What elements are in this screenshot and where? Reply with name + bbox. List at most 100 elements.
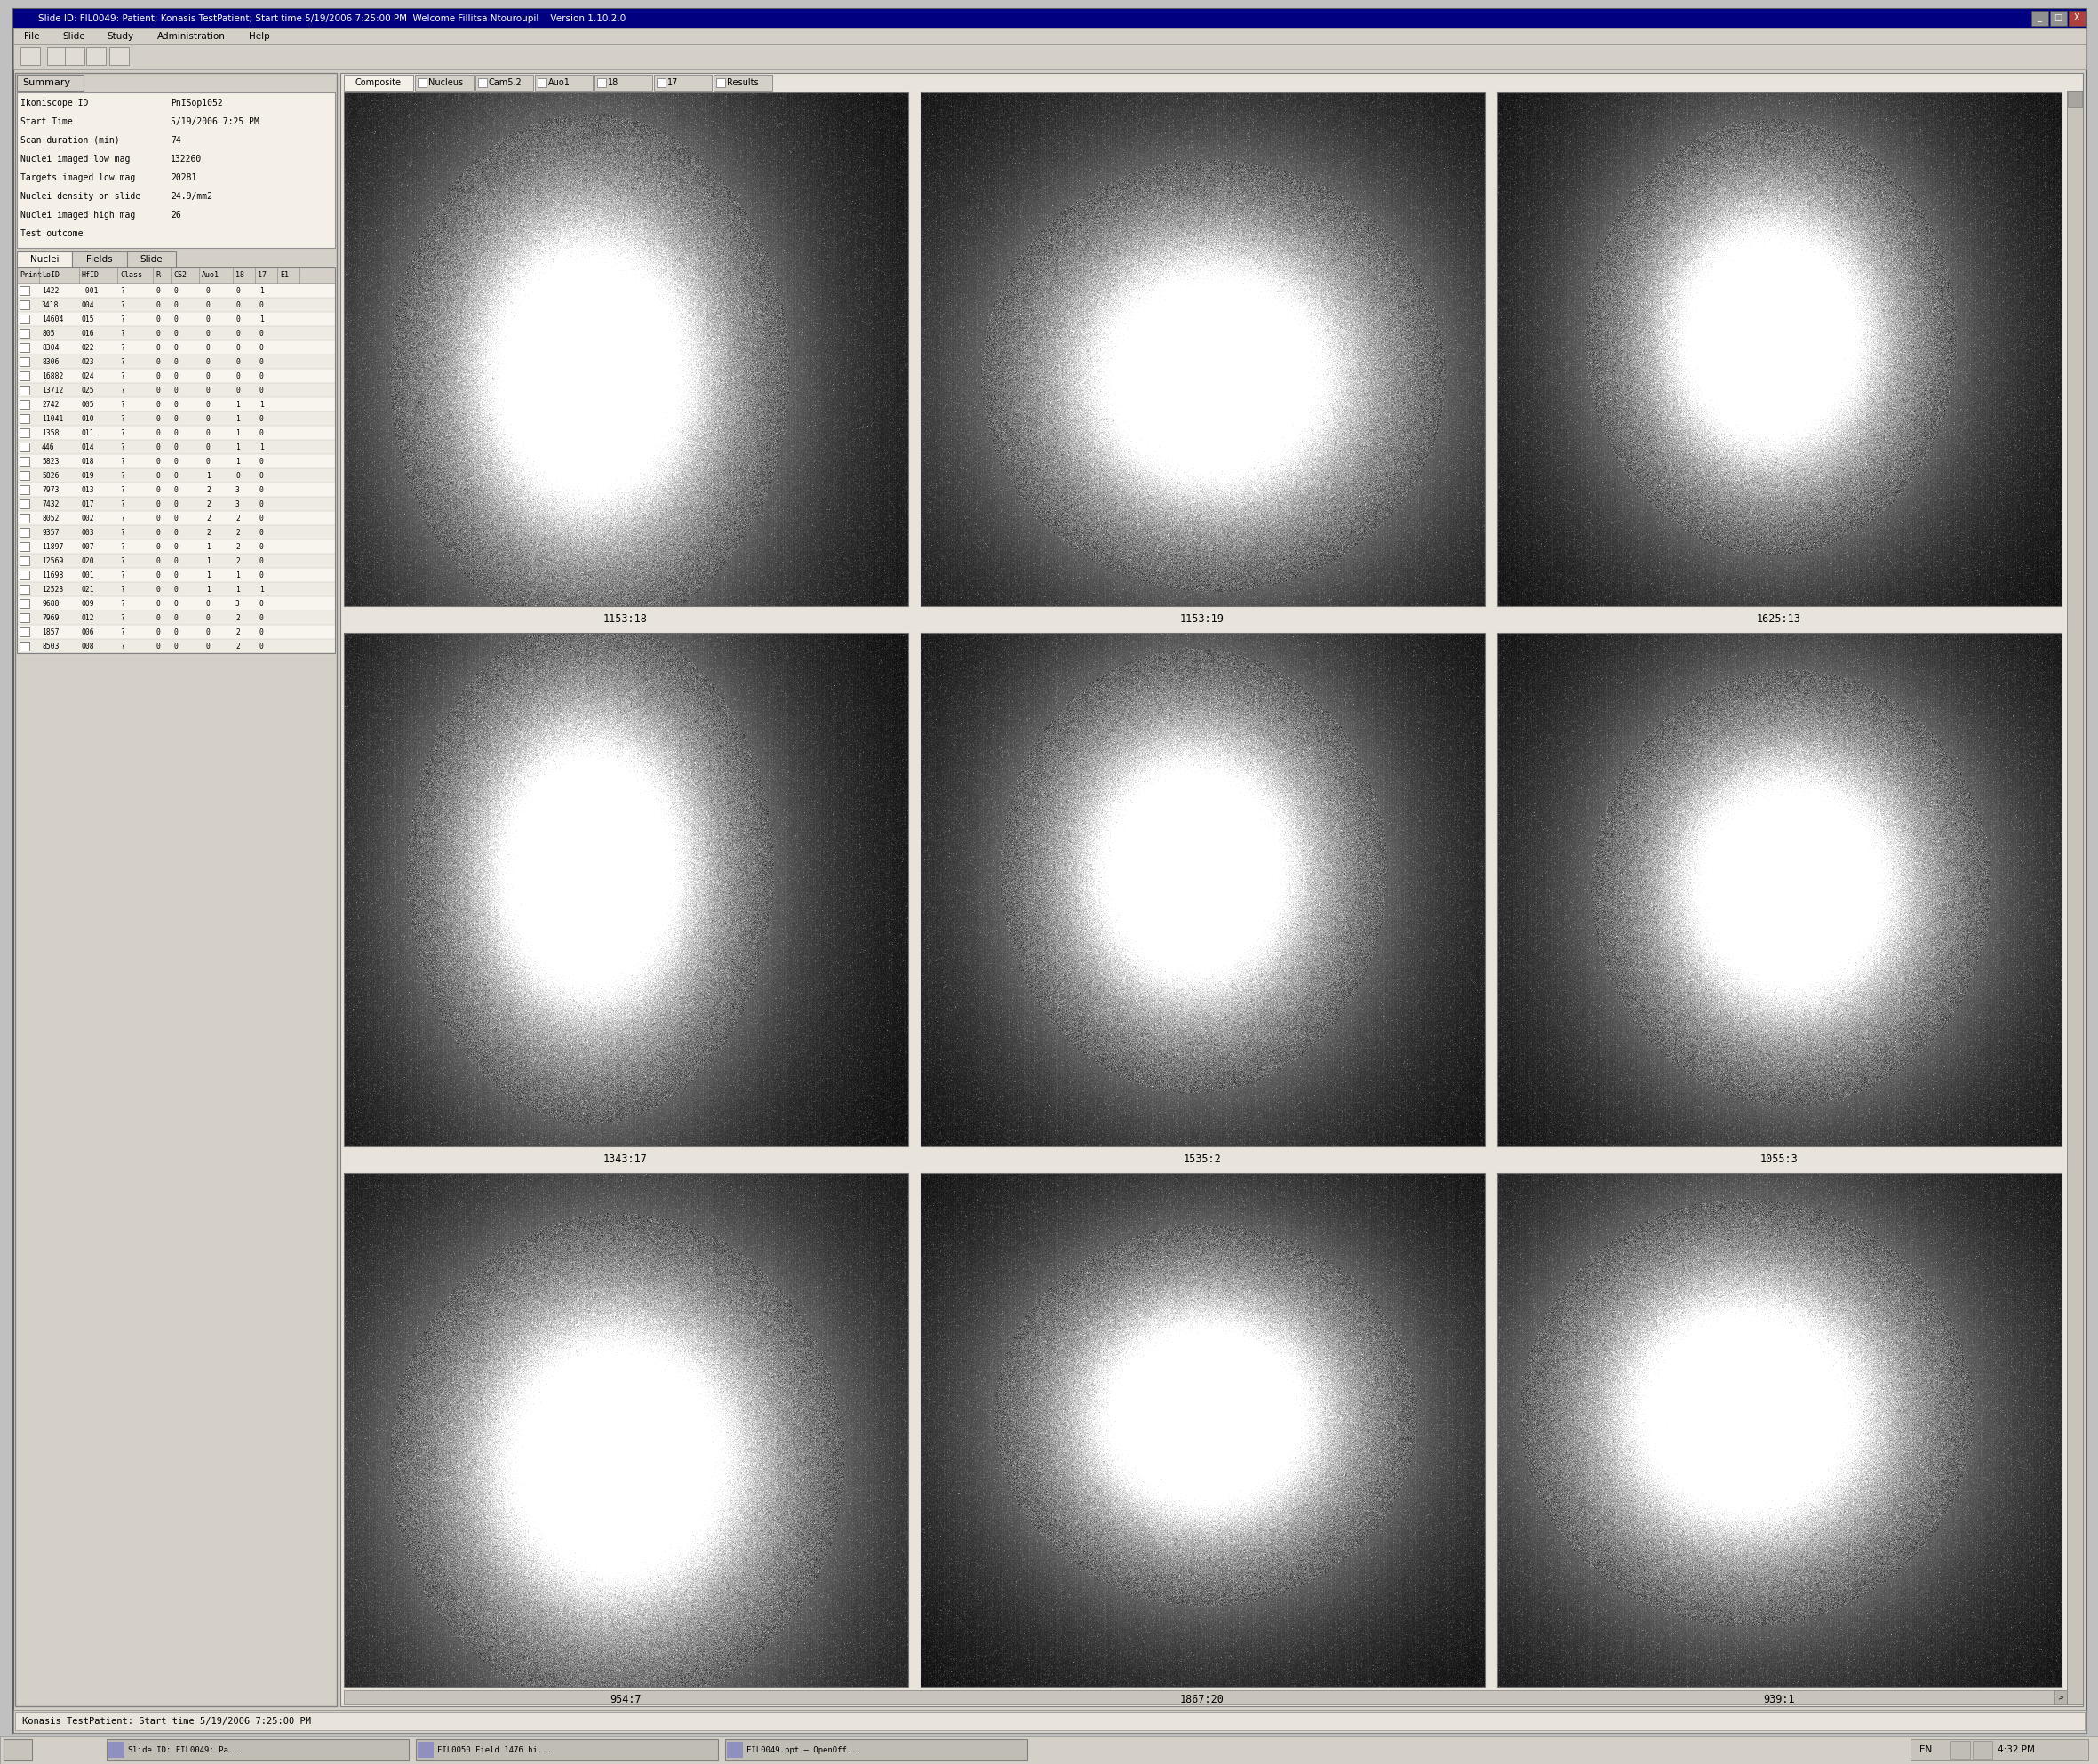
Text: X: X [2073,14,2079,23]
Text: 0: 0 [206,400,210,407]
Text: 0: 0 [206,614,210,621]
Text: 5/19/2006 7:25 PM: 5/19/2006 7:25 PM [170,116,260,127]
Text: 0: 0 [174,429,178,437]
Text: CS2: CS2 [174,272,187,279]
Bar [17,568,336,582]
Text: 0: 0 [174,628,178,635]
Text: 0: 0 [206,330,210,337]
Text: 0: 0 [155,400,159,407]
Bar [19,415,29,423]
Text: 0: 0 [174,485,178,494]
Text: 021: 021 [82,586,94,593]
Text: 004: 004 [82,302,94,309]
Text: 26: 26 [170,210,180,219]
Text: 1625:13: 1625:13 [1756,612,1802,624]
Text: 017: 017 [82,499,94,508]
Text: 005: 005 [82,400,94,407]
Text: 0: 0 [174,527,178,536]
Text: 1: 1 [235,429,239,437]
Text: 006: 006 [82,628,94,635]
Bar [19,513,29,522]
Text: Slide: Slide [63,32,86,41]
Bar [476,74,533,90]
Text: 1055:3: 1055:3 [1760,1154,1798,1164]
Text: Nuclei imaged low mag: Nuclei imaged low mag [21,155,130,164]
Bar [17,397,336,411]
Text: ?: ? [120,600,124,607]
Text: 0: 0 [206,443,210,452]
Text: 0: 0 [260,429,264,437]
Bar [17,610,336,624]
Text: 1857: 1857 [42,628,59,635]
Text: ?: ? [120,614,124,621]
Bar [21,48,40,65]
Bar [17,340,336,355]
Text: 8306: 8306 [42,358,59,365]
Text: 1: 1 [260,443,264,452]
Text: ?: ? [120,302,124,309]
Text: 0: 0 [206,628,210,635]
Text: 0: 0 [260,600,264,607]
Text: □: □ [2054,14,2062,23]
Text: 8503: 8503 [42,642,59,651]
Text: 2: 2 [206,485,210,494]
Text: 1: 1 [206,572,210,579]
Bar [19,342,29,351]
Text: 0: 0 [260,415,264,423]
Text: 132260: 132260 [170,155,201,164]
Text: Nuclei: Nuclei [29,256,59,265]
Text: 007: 007 [82,543,94,550]
Bar [17,383,336,397]
Text: 0: 0 [155,586,159,593]
Text: 0: 0 [260,527,264,536]
Bar [19,314,29,323]
Bar [19,386,29,395]
Text: PnISop1052: PnISop1052 [170,99,222,108]
Text: Test outcome: Test outcome [21,229,84,238]
Bar [17,369,336,383]
Bar [1911,1739,2088,1760]
Text: ?: ? [120,344,124,351]
Text: 16882: 16882 [42,372,63,379]
Text: 0: 0 [155,543,159,550]
Bar [17,483,336,497]
Bar [344,633,908,1147]
Bar [19,600,29,609]
Text: 3418: 3418 [42,302,59,309]
Text: 001: 001 [82,572,94,579]
Text: 18: 18 [608,78,619,86]
Bar [19,499,29,508]
Bar [17,355,336,369]
Text: 0: 0 [174,457,178,466]
Bar [415,1739,718,1760]
Text: 0: 0 [155,443,159,452]
Text: 023: 023 [82,358,94,365]
Text: ?: ? [120,586,124,593]
Text: 7432: 7432 [42,499,59,508]
Text: 5826: 5826 [42,471,59,480]
Text: 1535:2: 1535:2 [1183,1154,1221,1164]
Text: ?: ? [120,330,124,337]
Bar [1972,1741,1993,1759]
Bar [17,554,336,568]
Text: 0: 0 [174,372,178,379]
Text: >: > [2058,1693,2064,1700]
Text: 0: 0 [155,485,159,494]
Text: 1153:18: 1153:18 [604,612,648,624]
Bar [598,78,606,86]
Text: 0: 0 [235,316,239,323]
Text: 0: 0 [260,457,264,466]
Text: 0: 0 [155,513,159,522]
Bar [537,78,545,86]
Text: Help: Help [250,32,271,41]
Bar [15,1713,2085,1730]
Text: 0: 0 [155,429,159,437]
Text: File: File [23,32,40,41]
Text: 2: 2 [235,543,239,550]
Text: Summary: Summary [23,78,71,86]
Text: 2: 2 [206,499,210,508]
Text: 2: 2 [206,527,210,536]
Bar [921,92,1485,607]
Text: ?: ? [120,642,124,651]
Text: 1422: 1422 [42,286,59,295]
